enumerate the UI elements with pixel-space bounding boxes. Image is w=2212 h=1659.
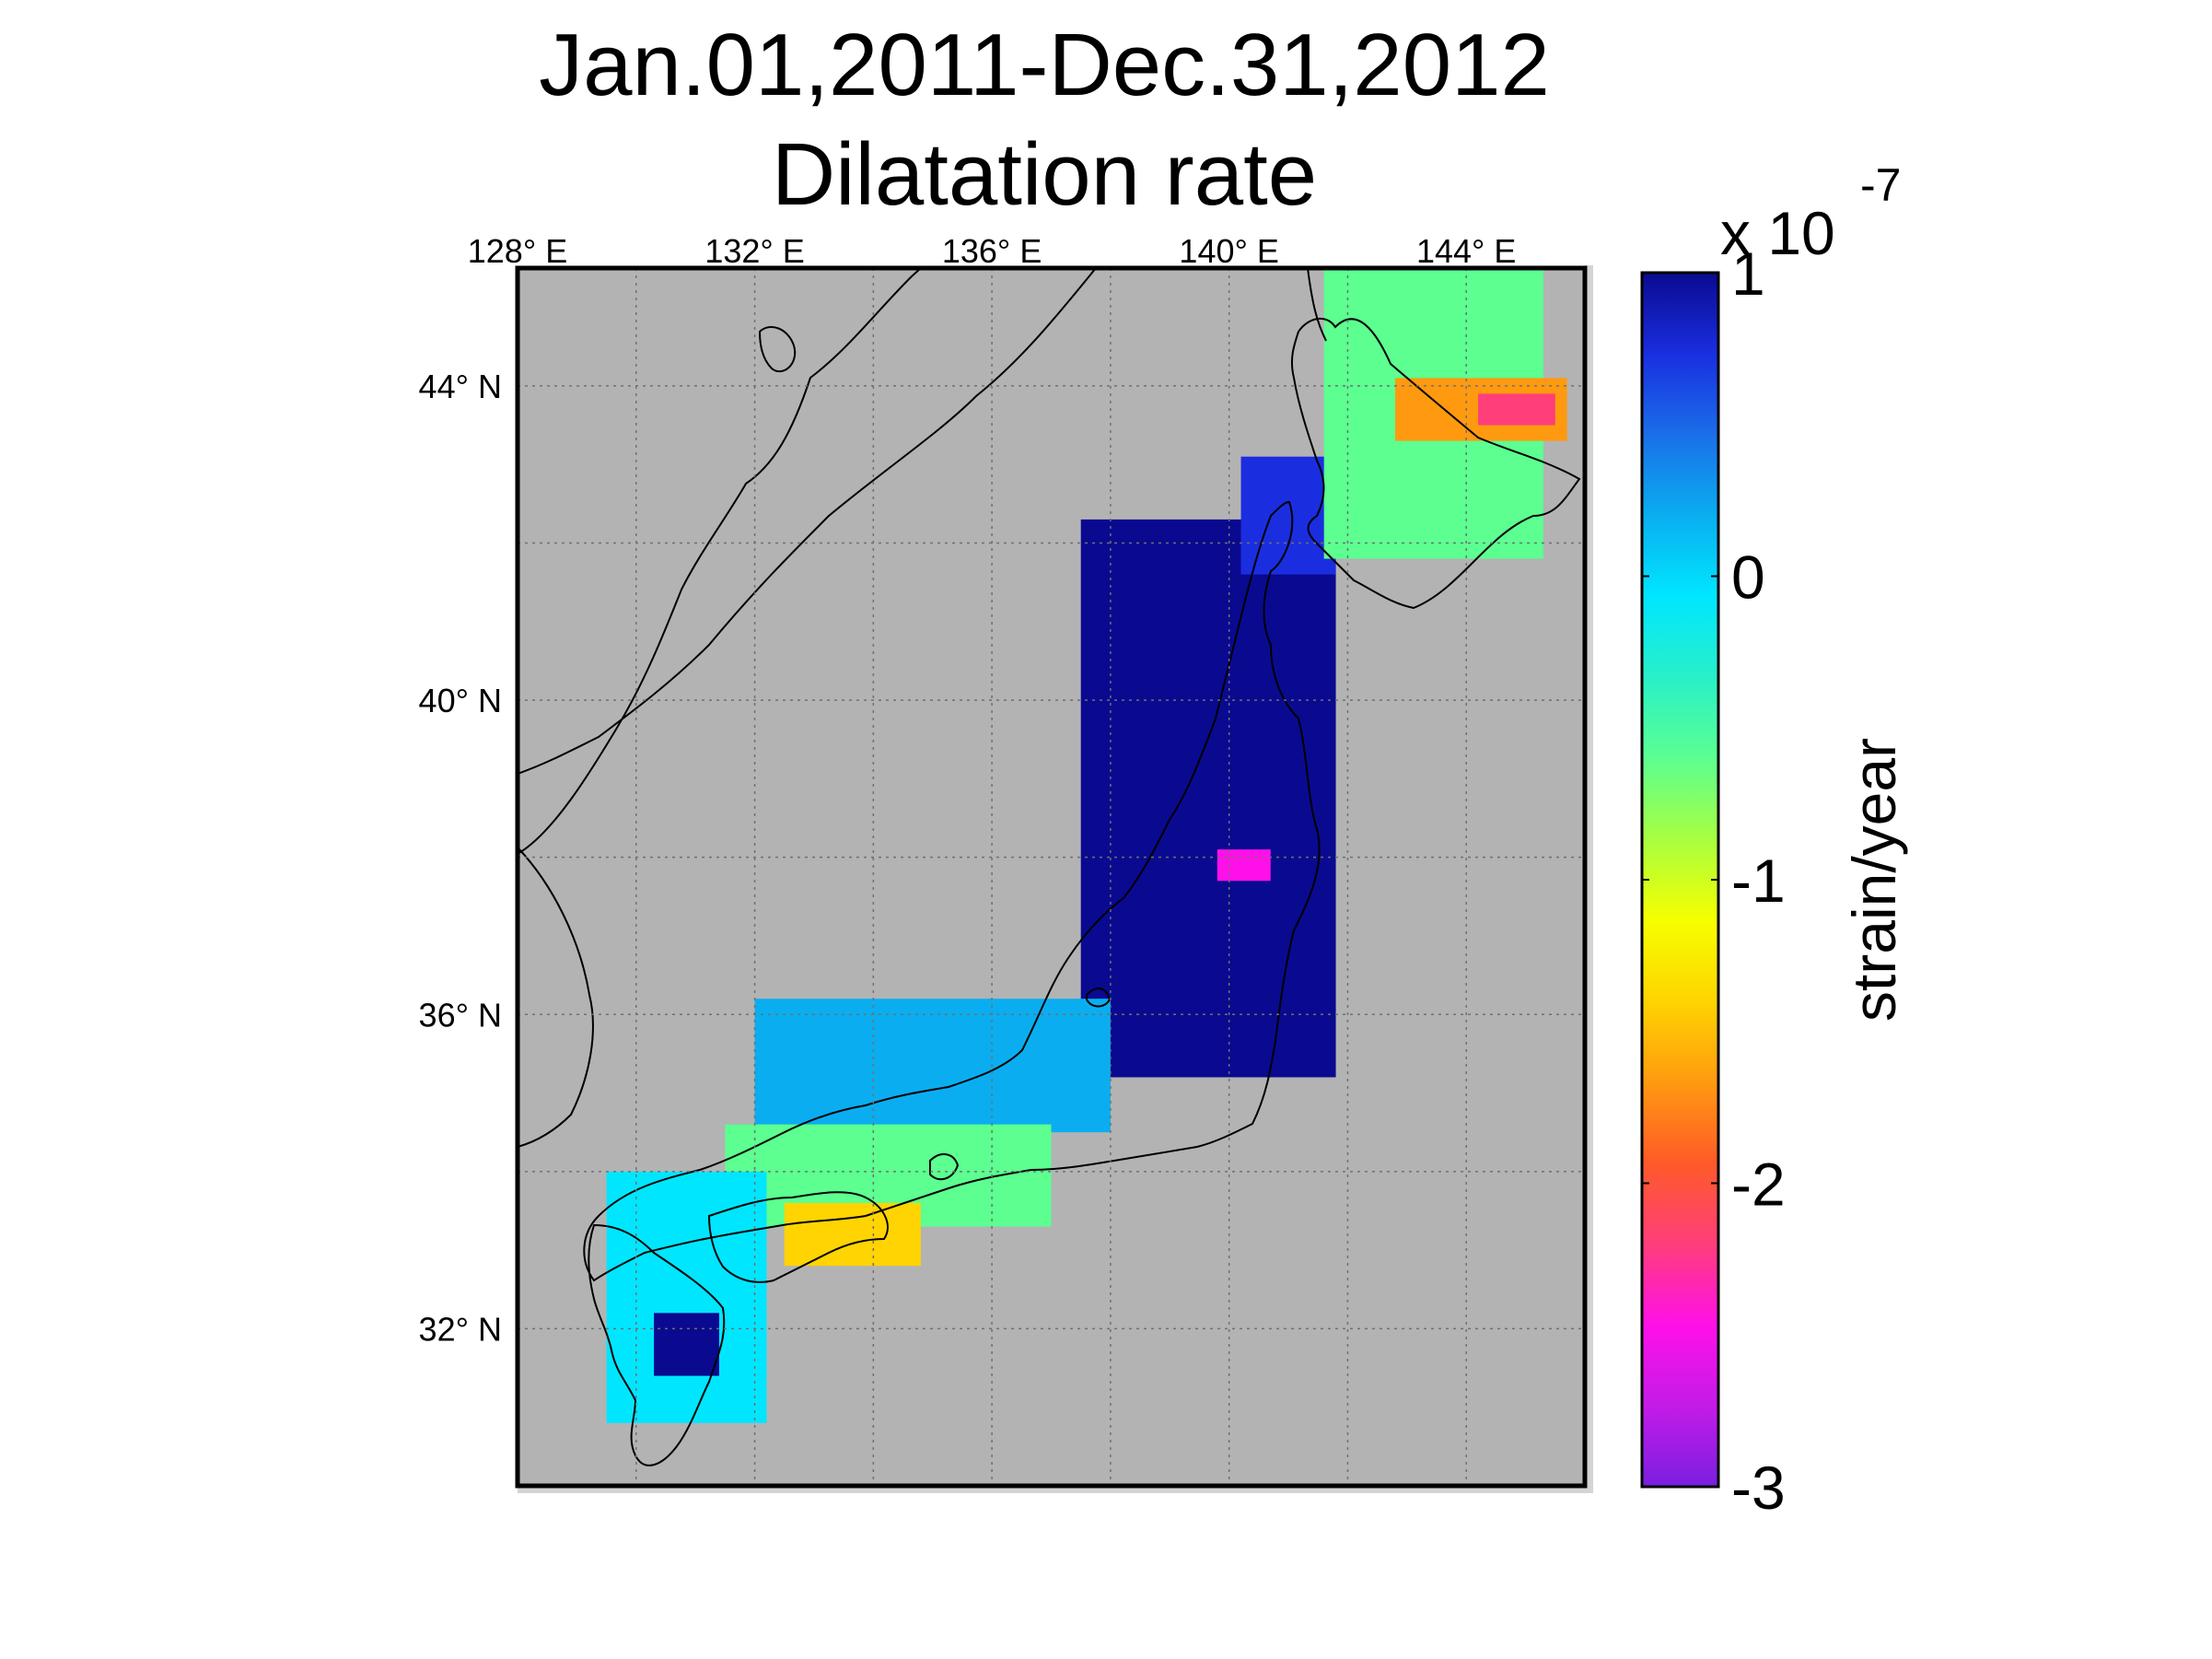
field-cell-5 xyxy=(754,999,1111,1133)
figure-title-line-2: Dilatation rate xyxy=(772,125,1317,224)
colorbar-label: strain/year xyxy=(1840,738,1908,1022)
figure-title-line-1: Jan.01,2011-Dec.31,2012 xyxy=(539,16,1550,114)
field-cell-7 xyxy=(784,1202,921,1267)
colorbar-exponent-base: x 10 xyxy=(1720,199,1835,267)
lon-tick-label: 140° E xyxy=(1179,232,1278,270)
graticule xyxy=(518,268,1585,1486)
map-panel: 128° E 132° E 136° E 140° E 144° E 44° N 40° … xyxy=(419,232,1593,1493)
lat-tick-label: 32° N xyxy=(419,1310,502,1348)
coastline-sado xyxy=(1086,987,1112,1008)
coastline-eurasia-east xyxy=(518,268,1097,775)
colorbar-gradient xyxy=(1640,271,1720,1489)
lon-tick-label: 136° E xyxy=(942,232,1042,270)
colorbar-tick-label: 0 xyxy=(1731,543,1765,612)
strain-rate-field xyxy=(606,268,1567,1423)
coastline-kyushu xyxy=(588,1223,726,1466)
coastline-rebun xyxy=(758,326,797,373)
coastline-hokkaido xyxy=(1290,318,1581,610)
coastline-shikoku xyxy=(707,1191,889,1283)
coastline-honshu xyxy=(583,500,1321,1282)
field-cell-8 xyxy=(606,1171,767,1423)
coastline-sakhalin xyxy=(1307,268,1327,342)
colorbar-tick-label: -2 xyxy=(1731,1151,1786,1219)
lon-tick-label: 132° E xyxy=(704,232,804,270)
field-cell-9 xyxy=(654,1313,719,1376)
colorbar-ticks: 1 0 -1 -2 -3 xyxy=(1642,240,1786,1522)
lat-tick-label: 44° N xyxy=(419,368,502,405)
map-frame-shadow-bottom xyxy=(518,1486,1593,1493)
coastline-layer xyxy=(518,268,1581,1466)
field-cell-10 xyxy=(1217,849,1271,882)
field-cell-4 xyxy=(1478,393,1555,426)
lon-tick-label: 128° E xyxy=(468,232,567,270)
lat-tick-label: 36° N xyxy=(419,996,502,1034)
colorbar-tick-label: -1 xyxy=(1731,847,1786,915)
colorbar-exponent-power: -7 xyxy=(1860,159,1901,211)
map-frame xyxy=(515,265,1588,1489)
lat-tick-label: 40° N xyxy=(419,682,502,719)
coastline-korea-peninsula xyxy=(518,268,922,855)
field-cell-0 xyxy=(1080,519,1336,1078)
map-frame-shadow xyxy=(1585,265,1593,1490)
coastline-korea-south xyxy=(518,847,594,1148)
coastline-awaji xyxy=(929,1153,960,1181)
colorbar: 1 0 -1 -2 -3 x 10 -7 strain/year xyxy=(1640,159,1908,1522)
colorbar-tick-label: -3 xyxy=(1731,1454,1786,1522)
colorbar-tick-label: 1 xyxy=(1731,240,1765,308)
lon-tick-label: 144° E xyxy=(1416,232,1516,270)
latitude-tick-labels: 44° N 40° N 36° N 32° N xyxy=(419,368,502,1348)
longitude-tick-labels: 128° E 132° E 136° E 140° E 144° E xyxy=(468,232,1517,270)
